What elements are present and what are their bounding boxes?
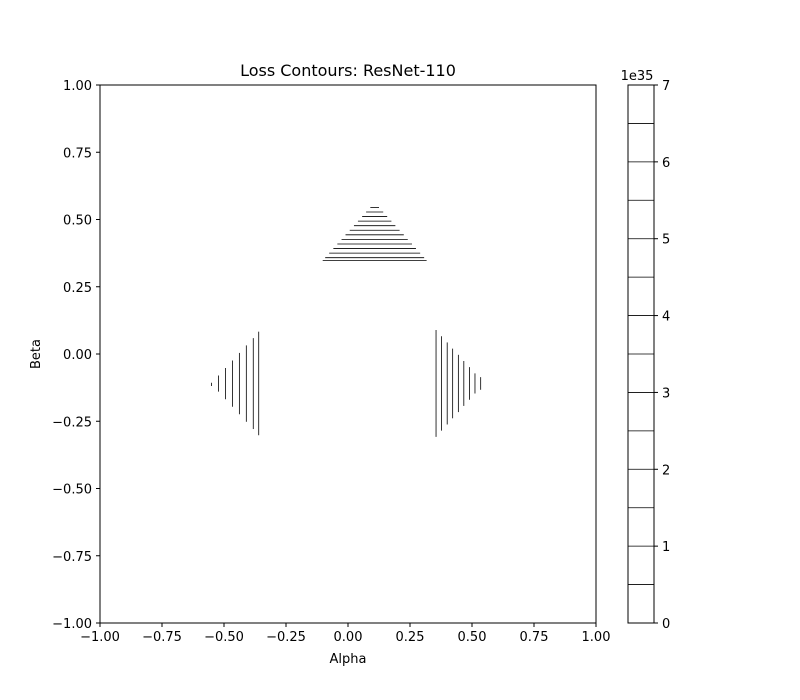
colorbar-ticks: 0 1 2 3 4 5 6 7 — [654, 79, 670, 632]
x-tick-label: −0.75 — [142, 630, 182, 645]
colorbar-tick-label: 2 — [662, 463, 670, 478]
chart-title: Loss Contours: ResNet-110 — [240, 61, 456, 80]
y-tick-label: −0.25 — [52, 415, 92, 430]
y-tick-label: 0.00 — [63, 348, 92, 363]
y-tick-label: −0.50 — [52, 483, 92, 498]
x-tick-label: −0.25 — [266, 630, 306, 645]
y-tick-label: −1.00 — [52, 617, 92, 632]
colorbar-levels — [628, 123, 654, 585]
x-axis-ticks: −1.00 −0.75 −0.50 −0.25 0.00 0.25 0.50 0.75 1.00 — [80, 623, 610, 645]
x-tick-label: 0.00 — [334, 630, 363, 645]
x-tick-label: 0.25 — [396, 630, 425, 645]
y-tick-label: 1.00 — [63, 79, 92, 94]
colorbar-frame — [627, 84, 655, 624]
y-tick-label: 0.50 — [63, 214, 92, 229]
colorbar-tick-label: 0 — [662, 617, 670, 632]
x-tick-label: 0.50 — [458, 630, 487, 645]
colorbar-tick-label: 4 — [662, 310, 670, 325]
y-tick-label: 0.25 — [63, 281, 92, 296]
colorbar-tick-label: 5 — [662, 233, 670, 248]
colorbar-tick-label: 7 — [662, 79, 670, 94]
x-axis-label: Alpha — [330, 652, 367, 667]
colorbar-tick-label: 6 — [662, 156, 670, 171]
colorbar-tick-label: 1 — [662, 540, 670, 555]
colorbar: 0 1 2 3 4 5 6 7 1e35 — [621, 69, 671, 632]
main-axes: −1.00 −0.75 −0.50 −0.25 0.00 0.25 0.50 0.75 1.00… — [52, 79, 610, 645]
y-axis-ticks: −1.00 −0.75 −0.50 −0.25 0.00 0.25 0.50 0.75 1.00 — [52, 79, 100, 632]
x-tick-label: 0.75 — [520, 630, 549, 645]
y-axis-label: Beta — [29, 339, 44, 369]
y-tick-label: 0.75 — [63, 146, 92, 161]
x-tick-label: −0.50 — [204, 630, 244, 645]
y-tick-label: −0.75 — [52, 550, 92, 565]
x-tick-label: −1.00 — [80, 630, 120, 645]
contour-lines — [211, 206, 482, 437]
colorbar-offset-label: 1e35 — [621, 69, 654, 84]
colorbar-tick-label: 3 — [662, 386, 670, 401]
x-tick-label: 1.00 — [582, 630, 611, 645]
